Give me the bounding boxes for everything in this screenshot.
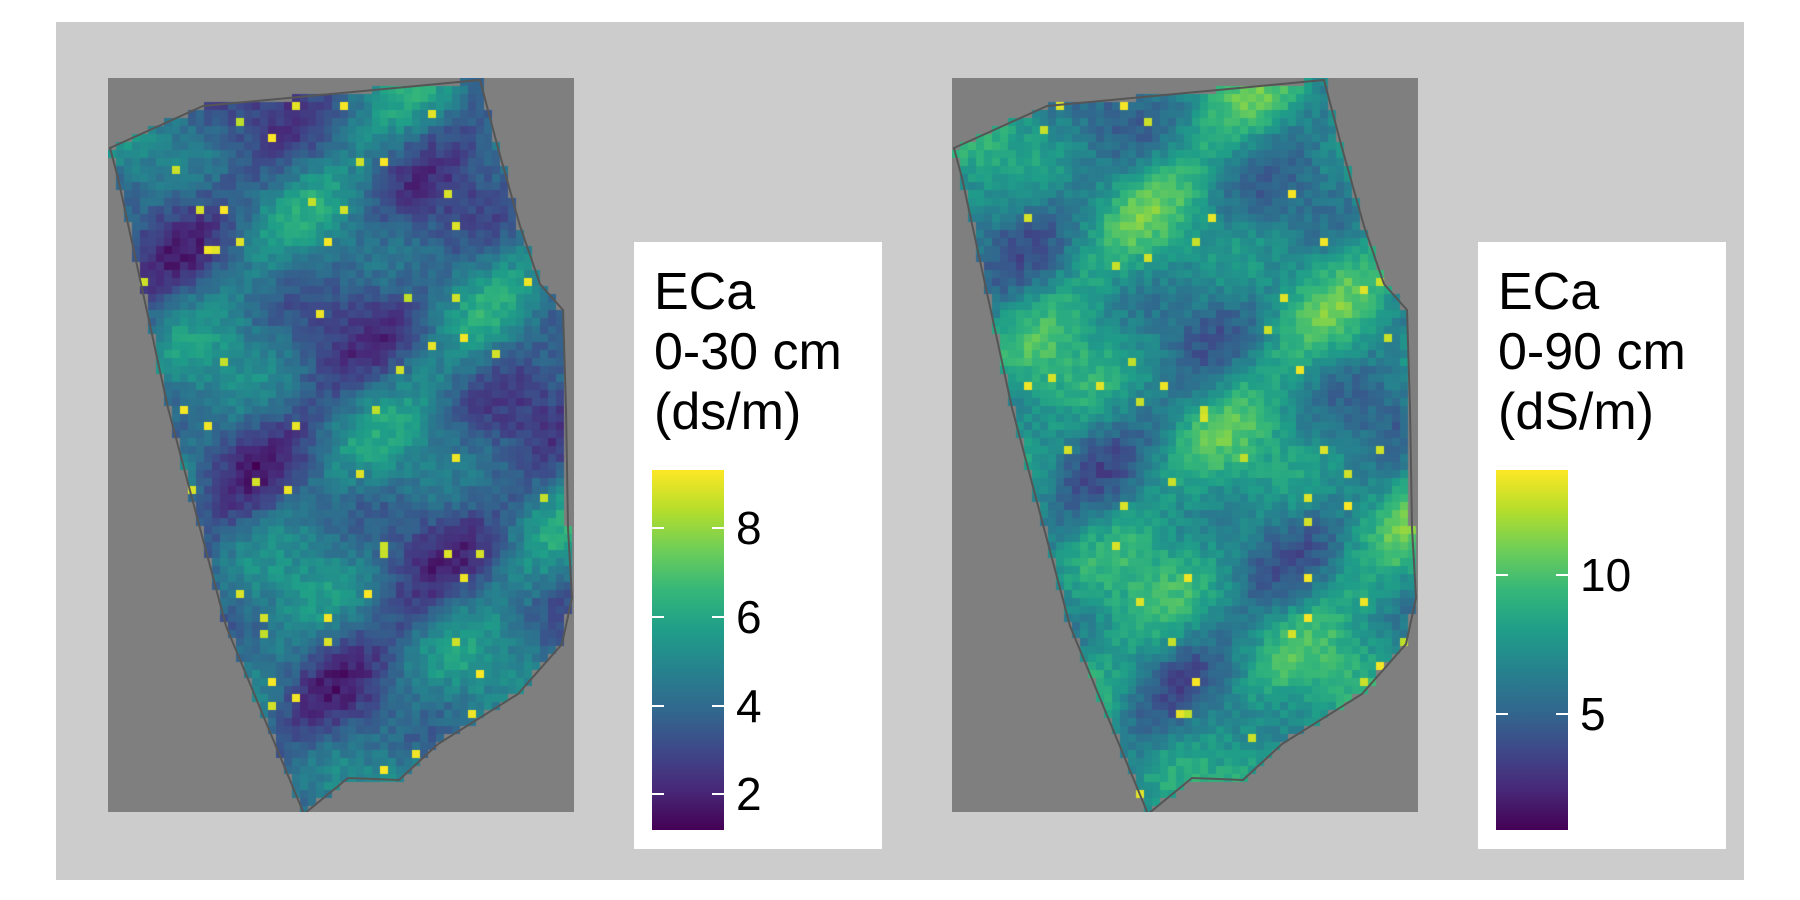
map-panel-eca-0-30 — [108, 78, 574, 812]
colorbar-tick-right — [712, 793, 724, 796]
colorbar-tick-left — [1496, 712, 1508, 715]
field-boundary-0 — [108, 78, 574, 812]
eca-0-30-raster — [108, 78, 574, 812]
legend-title-line-2: 0-90 cm — [1498, 323, 1686, 381]
legend-eca-0-90: ECa 0-90 cm (dS/m) 10 5 — [1478, 242, 1726, 849]
colorbar-tick-left — [652, 615, 664, 618]
colorbar-tick-right — [712, 615, 724, 618]
legend-title-line-1: ECa — [654, 263, 756, 321]
colorbar-tick-label: 10 — [1580, 549, 1632, 602]
colorbar-tick-label: 5 — [1580, 687, 1606, 740]
colorbar — [1496, 470, 1568, 830]
colorbar-tick-right — [1556, 712, 1568, 715]
colorbar-tick-label: 8 — [736, 501, 762, 554]
field-boundary-1 — [952, 78, 1418, 812]
colorbar-tick-left — [652, 793, 664, 796]
legend-title: ECa 0-30 cm (ds/m) — [654, 262, 842, 442]
legend-eca-0-30: ECa 0-30 cm (ds/m) 8 6 4 2 — [634, 242, 882, 849]
legend-title-line-1: ECa — [1498, 263, 1600, 321]
colorbar-tick-left — [652, 704, 664, 707]
colorbar-tick-right — [712, 526, 724, 529]
eca-0-90-raster — [952, 78, 1418, 812]
colorbar — [652, 470, 724, 830]
map-panel-eca-0-90 — [952, 78, 1418, 812]
legend-title: ECa 0-90 cm (dS/m) — [1498, 262, 1686, 442]
colorbar-tick-right — [1556, 574, 1568, 577]
legend-title-line-3: (ds/m) — [654, 383, 802, 441]
colorbar-tick-left — [1496, 574, 1508, 577]
colorbar-tick-label: 6 — [736, 590, 762, 643]
colorbar-tick-right — [712, 704, 724, 707]
legend-title-line-2: 0-30 cm — [654, 323, 842, 381]
colorbar-tick-label: 4 — [736, 679, 762, 732]
colorbar-tick-label: 2 — [736, 768, 762, 821]
colorbar-tick-left — [652, 526, 664, 529]
legend-title-line-3: (dS/m) — [1498, 383, 1654, 441]
